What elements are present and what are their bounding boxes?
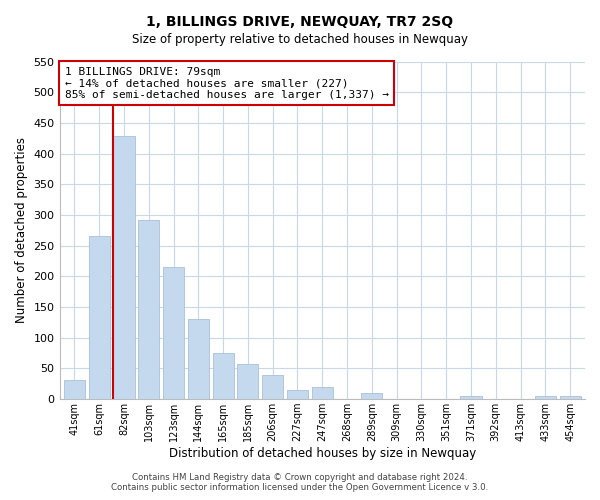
Bar — [89, 236, 110, 399]
Bar — [113, 136, 134, 399]
Bar — [64, 380, 85, 399]
Bar — [188, 320, 209, 399]
Bar — [361, 393, 382, 399]
Text: 1 BILLINGS DRIVE: 79sqm
← 14% of detached houses are smaller (227)
85% of semi-d: 1 BILLINGS DRIVE: 79sqm ← 14% of detache… — [65, 66, 389, 100]
Text: 1, BILLINGS DRIVE, NEWQUAY, TR7 2SQ: 1, BILLINGS DRIVE, NEWQUAY, TR7 2SQ — [146, 15, 454, 29]
Bar — [138, 220, 160, 399]
Bar — [312, 387, 333, 399]
Bar — [262, 374, 283, 399]
X-axis label: Distribution of detached houses by size in Newquay: Distribution of detached houses by size … — [169, 447, 476, 460]
Text: Contains HM Land Registry data © Crown copyright and database right 2024.
Contai: Contains HM Land Registry data © Crown c… — [112, 473, 488, 492]
Bar — [238, 364, 259, 399]
Text: Size of property relative to detached houses in Newquay: Size of property relative to detached ho… — [132, 32, 468, 46]
Bar — [460, 396, 482, 399]
Bar — [287, 390, 308, 399]
Bar — [212, 353, 233, 399]
Bar — [163, 267, 184, 399]
Y-axis label: Number of detached properties: Number of detached properties — [15, 138, 28, 324]
Bar — [535, 396, 556, 399]
Bar — [560, 396, 581, 399]
